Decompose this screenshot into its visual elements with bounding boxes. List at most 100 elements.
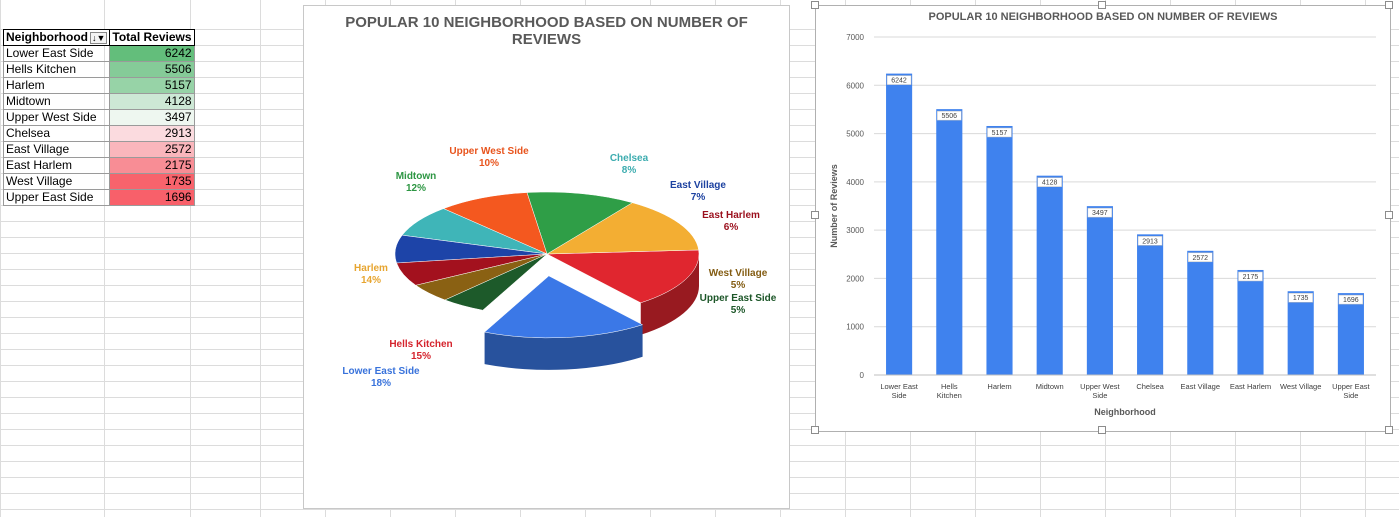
neighborhood-cell[interactable]: Harlem: [2, 77, 111, 94]
resize-handle-mid-right[interactable]: [1385, 211, 1393, 219]
x-tick-label: Lower East: [880, 382, 918, 391]
x-tick-label: West Village: [1280, 382, 1321, 391]
x-tick-label: Upper West: [1080, 382, 1120, 391]
pie-category-label: Harlem: [354, 263, 388, 274]
total-reviews-cell[interactable]: 2913: [109, 125, 195, 142]
data-label-box: [936, 110, 962, 121]
y-tick-label: 2000: [846, 274, 864, 283]
x-tick-label: Side: [892, 391, 907, 400]
y-tick-label: 0: [860, 371, 865, 380]
resize-handle-top-left[interactable]: [811, 1, 819, 9]
data-label-box: [987, 127, 1012, 138]
pie-category-label: Lower East Side: [342, 366, 420, 377]
data-label-box: [1187, 252, 1213, 263]
x-axis-title: Neighborhood: [1094, 407, 1156, 417]
y-tick-label: 5000: [846, 130, 864, 139]
table-row: Lower East Side 6242: [2, 45, 195, 62]
table-row: East Village 2572: [2, 141, 195, 158]
bar: [986, 125, 1013, 375]
total-reviews-cell[interactable]: 5157: [109, 77, 195, 94]
data-label: 2572: [1192, 255, 1208, 262]
neighborhood-cell[interactable]: Chelsea: [2, 125, 111, 142]
resize-handle-bottom-left[interactable]: [811, 426, 819, 434]
data-label-box: [1087, 207, 1113, 218]
data-label: 1696: [1343, 297, 1359, 304]
y-axis-title: Number of Reviews: [829, 164, 839, 248]
pie-percent-label: 12%: [406, 183, 426, 194]
header-total-reviews[interactable]: Total Reviews: [109, 29, 195, 46]
bar: [1287, 291, 1314, 375]
pie-category-label: West Village: [709, 268, 768, 279]
total-reviews-cell[interactable]: 1735: [109, 173, 195, 190]
pie-category-label: Upper East Side: [700, 293, 777, 304]
x-tick-label: Upper East: [1332, 382, 1370, 391]
neighborhood-cell[interactable]: Hells Kitchen: [2, 61, 111, 78]
data-label: 3497: [1092, 210, 1108, 217]
pie-slice: [546, 202, 699, 255]
pie-slice-side: [640, 254, 699, 335]
neighborhood-cell[interactable]: East Harlem: [2, 157, 111, 174]
data-label-box: [1037, 177, 1062, 187]
filter-icon[interactable]: ↓▼: [89, 31, 108, 44]
pie-sides: [484, 254, 699, 370]
resize-handle-bottom-mid[interactable]: [1098, 426, 1106, 434]
total-reviews-cell[interactable]: 2175: [109, 157, 195, 174]
total-reviews-cell[interactable]: 1696: [109, 189, 195, 206]
total-reviews-cell[interactable]: 5506: [109, 61, 195, 78]
x-tick-label: East Harlem: [1230, 382, 1271, 391]
total-reviews-cell[interactable]: 6242: [109, 45, 195, 62]
neighborhood-cell[interactable]: Midtown: [2, 93, 111, 110]
pie-chart[interactable]: POPULAR 10 NEIGHBORHOOD BASED ON NUMBER …: [303, 5, 790, 509]
total-reviews-cell[interactable]: 3497: [109, 109, 195, 126]
data-label-box: [1238, 271, 1263, 282]
resize-handle-top-mid[interactable]: [1098, 1, 1106, 9]
resize-handle-bottom-right[interactable]: [1385, 426, 1393, 434]
data-label: 4128: [1042, 180, 1058, 187]
pie-percent-label: 18%: [371, 378, 391, 389]
pie-category-label: East Harlem: [702, 210, 760, 221]
neighborhood-cell[interactable]: East Village: [2, 141, 111, 158]
x-tick-label: Midtown: [1036, 382, 1064, 391]
bar: [1036, 175, 1063, 375]
pie-category-label: East Village: [670, 180, 726, 191]
total-reviews-cell[interactable]: 4128: [109, 93, 195, 110]
pie-category-label: Upper West Side: [449, 146, 529, 157]
pie-category-label: Chelsea: [610, 153, 649, 164]
neighborhood-cell[interactable]: Upper West Side: [2, 109, 111, 126]
resize-handle-top-right[interactable]: [1385, 1, 1393, 9]
data-label: 5506: [941, 113, 957, 120]
pie-percent-label: 5%: [731, 280, 746, 291]
neighborhood-cell[interactable]: Lower East Side: [2, 45, 111, 62]
pie-percent-label: 7%: [691, 192, 706, 203]
data-label: 6242: [891, 78, 907, 85]
neighborhood-cell[interactable]: West Village: [2, 173, 111, 190]
data-label: 2913: [1142, 238, 1158, 245]
x-tick-label: Side: [1343, 391, 1358, 400]
table-header-row: Neighborhood ↓▼ Total Reviews: [2, 29, 195, 46]
data-label: 2175: [1243, 274, 1259, 281]
y-tick-label: 7000: [846, 33, 864, 42]
bar-chart[interactable]: POPULAR 10 NEIGHBORHOOD BASED ON NUMBER …: [815, 5, 1391, 432]
pie-percent-label: 5%: [731, 305, 746, 316]
bar: [1137, 234, 1164, 375]
total-reviews-cell[interactable]: 2572: [109, 141, 195, 158]
resize-handle-mid-left[interactable]: [811, 211, 819, 219]
pie-percent-label: 15%: [411, 351, 431, 362]
neighborhood-cell[interactable]: Upper East Side: [2, 189, 111, 206]
x-tick-label: Hells: [941, 382, 958, 391]
x-tick-label: Kitchen: [937, 391, 962, 400]
data-label-box: [886, 75, 912, 85]
bar-chart-plot: 0 1000 2000 3000 4000 5000 6000 7000 6242 Lower E…: [829, 33, 1376, 417]
pie-slice: [484, 275, 644, 339]
y-tick-label: 6000: [846, 81, 864, 90]
bar: [1187, 250, 1214, 375]
pie-slice-side: [484, 324, 643, 370]
pie-slice: [444, 253, 548, 311]
header-neighborhood[interactable]: Neighborhood ↓▼: [2, 29, 111, 46]
x-tick-label: East Village: [1181, 382, 1220, 391]
bar: [1237, 269, 1264, 375]
x-tick-label: Side: [1092, 391, 1107, 400]
table-row: Harlem 5157: [2, 77, 195, 94]
